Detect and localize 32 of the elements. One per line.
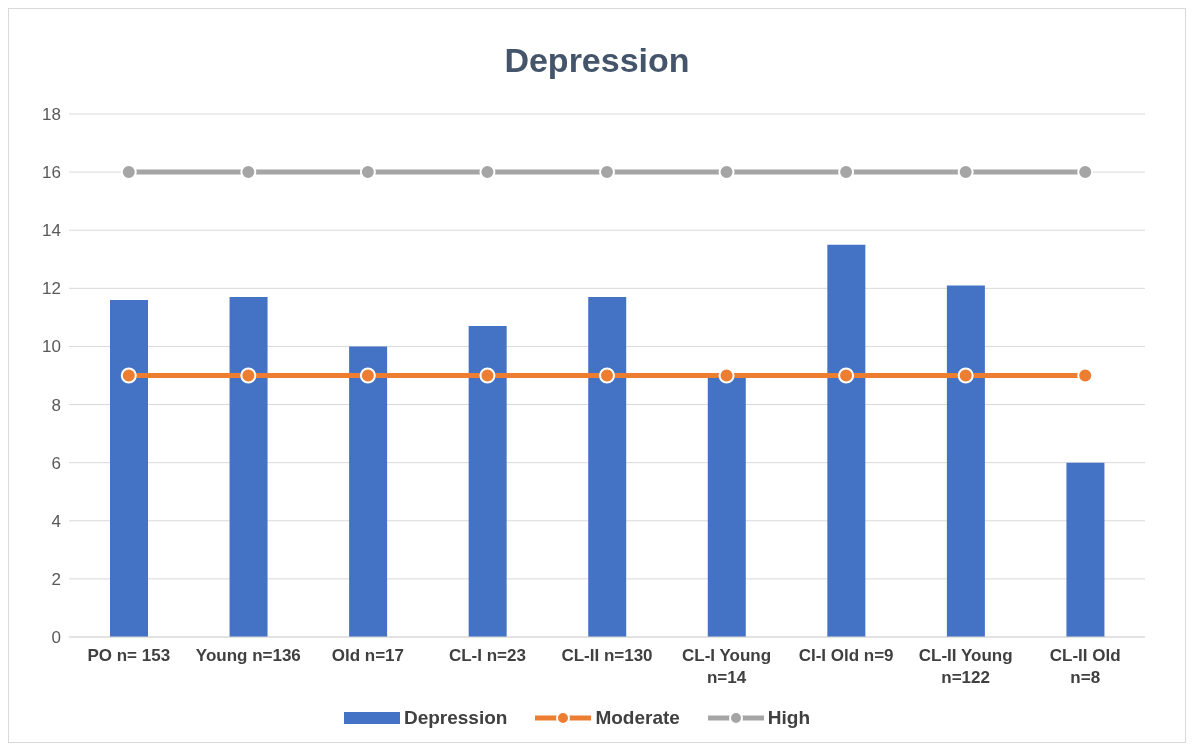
y-tick-label: 16 bbox=[42, 163, 61, 183]
bar bbox=[349, 346, 388, 637]
bar bbox=[229, 297, 268, 637]
y-tick-label: 14 bbox=[42, 221, 61, 241]
bar bbox=[1066, 462, 1105, 637]
legend-label: Depression bbox=[402, 707, 508, 729]
x-tick-label: CL-I Young n=14 bbox=[682, 646, 772, 687]
legend-label: High bbox=[766, 707, 811, 729]
y-tick-label: 4 bbox=[51, 511, 61, 531]
x-tick-label: Old n=17 bbox=[331, 646, 405, 665]
y-tick-label: 18 bbox=[42, 105, 61, 125]
bar bbox=[468, 326, 507, 637]
bar bbox=[588, 297, 627, 637]
legend-label: Moderate bbox=[594, 707, 680, 729]
y-tick-label: 10 bbox=[42, 337, 61, 357]
chart-title: Depression bbox=[503, 40, 691, 81]
x-tick-label: CL-II Old n=8 bbox=[1049, 646, 1121, 687]
x-tick-label: CI-I Old n=9 bbox=[798, 646, 894, 665]
bar bbox=[110, 299, 148, 637]
y-tick-label: 6 bbox=[51, 453, 61, 473]
x-tick-label: CL-II Young n=122 bbox=[918, 646, 1013, 687]
x-tick-label: CL-II n=130 bbox=[561, 646, 653, 665]
y-tick-label: 0 bbox=[51, 628, 61, 648]
x-tick-label: CL-I n=23 bbox=[448, 646, 526, 665]
y-tick-label: 2 bbox=[51, 569, 61, 589]
y-tick-label: 8 bbox=[51, 395, 61, 415]
y-tick-label: 12 bbox=[42, 279, 61, 299]
x-tick-label: Young n=136 bbox=[195, 646, 301, 665]
bar bbox=[946, 285, 985, 637]
bar bbox=[707, 375, 746, 637]
bar bbox=[827, 244, 866, 637]
x-tick-label: PO n= 153 bbox=[87, 646, 171, 665]
